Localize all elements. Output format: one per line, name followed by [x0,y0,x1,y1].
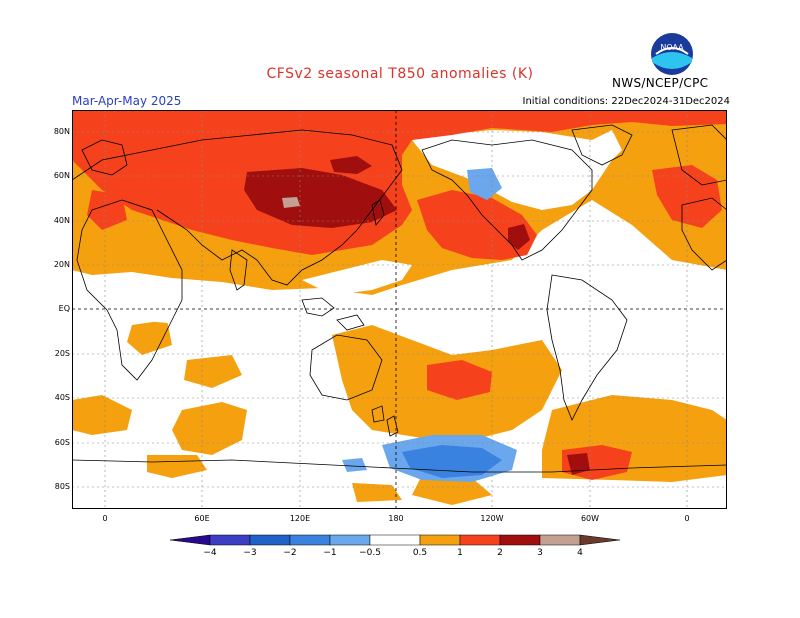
noaa-logo-icon: NOAA [651,33,693,75]
lat-label-20s: 20S [54,349,70,358]
anomaly-field-pos-2 [244,156,590,475]
anomaly-field-pos-3 [282,197,300,208]
lon-label-60e: 60E [194,514,210,523]
colorbar [170,534,621,546]
lon-label-120e: 120E [289,514,311,523]
colorbar-label-pos2: 2 [497,548,503,558]
lat-label-60n: 60N [53,171,70,180]
map-title: CFSv2 seasonal T850 anomalies (K) [266,66,534,82]
colorbar-label-neg05: −0.5 [359,548,381,558]
lat-label-80s: 80S [54,482,70,491]
lat-label-60s: 60S [54,438,70,447]
graticule [72,110,727,509]
colorbar-label-pos3: 3 [537,548,543,558]
lat-label-40n: 40N [53,216,70,225]
lon-label-60w: 60W [580,514,600,523]
lat-label-80n: 80N [53,127,70,136]
lon-label-0-right: 0 [684,514,690,523]
lon-label-180: 180 [388,514,404,523]
season-label: Mar-Apr-May 2025 [72,94,182,108]
coastlines [72,124,727,473]
colorbar-label-pos1: 1 [457,548,463,558]
colorbar-label-neg3: −3 [243,548,257,558]
colorbar-label-pos05: 0.5 [412,548,428,558]
agency-label: NWS/NCEP/CPC [612,76,709,90]
initial-conditions-label: Initial conditions: 22Dec2024-31Dec2024 [522,96,731,107]
reference-lines [72,110,727,509]
anomaly-field-pos-1 [72,110,727,480]
lon-label-120w: 120W [480,514,504,523]
colorbar-label-neg1: −1 [323,548,337,558]
lat-label-eq: EQ [58,304,70,313]
colorbar-label-neg2: −2 [283,548,297,558]
colorbar-label-pos4: 4 [577,548,583,558]
lon-label-0: 0 [102,514,108,523]
anomaly-field-near-zero [72,130,622,325]
logo-text: NOAA [660,43,684,52]
anomaly-map [72,110,727,509]
colorbar-label-neg4: −4 [203,548,217,558]
lat-label-40s: 40S [54,393,70,402]
lat-label-20n: 20N [53,260,70,269]
